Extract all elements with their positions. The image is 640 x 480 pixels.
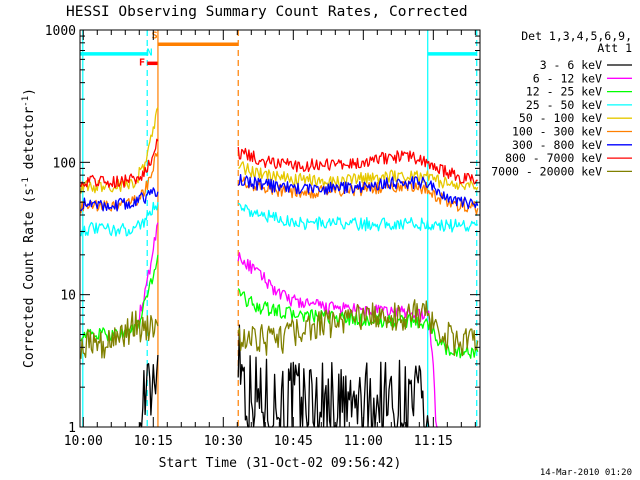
chart-title: HESSI Observing Summary Count Rates, Cor… <box>66 4 468 20</box>
series-line-3 <box>80 201 479 237</box>
x-tick-label-1: 10:15 <box>134 434 173 449</box>
y-axis-label-end: ) <box>22 88 37 96</box>
y-axis-label-mid: detector <box>22 107 37 178</box>
series-lines <box>80 107 479 428</box>
legend-label-3: 25 - 50 keV <box>526 98 602 112</box>
flag-labels: FNS <box>139 31 158 69</box>
y-axis: 1 10 100 1000 <box>45 24 480 436</box>
y-axis-label-main: Corrected Count Rate (s <box>22 188 37 368</box>
y-axis-label-sup2: -1 <box>21 96 31 107</box>
flag-bars <box>80 42 477 66</box>
y-tick-label-0: 1 <box>68 421 76 436</box>
plot-frame <box>79 29 481 428</box>
flag-label-N: N <box>147 48 153 59</box>
legend-label-2: 12 - 25 keV <box>526 85 602 99</box>
x-tick-label-3: 10:45 <box>274 434 313 449</box>
legend-label-7: 800 - 7000 keV <box>505 151 602 165</box>
series-line-8 <box>80 299 479 359</box>
y-axis-label: Corrected Count Rate (s-1 detector-1) <box>21 88 37 368</box>
series-line-6 <box>80 173 479 212</box>
y-tick-label-2: 100 <box>53 156 76 171</box>
flag-label-S: S <box>152 31 158 42</box>
x-tick-label-5: 11:15 <box>414 434 453 449</box>
y-tick-label-3: 1000 <box>45 24 76 39</box>
x-tick-label-0: 10:00 <box>64 434 103 449</box>
legend-label-6: 300 - 800 keV <box>512 138 602 152</box>
x-axis: 10:00 10:15 10:30 10:45 11:00 11:15 <box>64 30 476 449</box>
legend-label-8: 7000 - 20000 keV <box>491 164 602 178</box>
x-tick-label-2: 10:30 <box>204 434 243 449</box>
legend-label-1: 6 - 12 keV <box>533 71 602 85</box>
flag-label-F: F <box>139 57 145 68</box>
series-line-7 <box>80 138 478 189</box>
x-tick-label-4: 11:00 <box>344 434 383 449</box>
y-tick-label-1: 10 <box>60 289 76 304</box>
y-axis-label-sup1: -1 <box>21 177 31 188</box>
series-line-1 <box>138 222 438 428</box>
legend-header-line2: Att 1 <box>597 41 632 55</box>
legend-label-5: 100 - 300 keV <box>512 125 602 139</box>
x-axis-label: Start Time (31-Oct-02 09:56:42) <box>159 456 402 471</box>
legend-label-0: 3 - 6 keV <box>540 58 602 72</box>
footer-timestamp: 14-Mar-2010 01:20 <box>540 468 632 478</box>
legend-header-line1: Det 1,3,4,5,6,9, <box>521 29 632 43</box>
legend-label-4: 50 - 100 keV <box>519 111 602 125</box>
